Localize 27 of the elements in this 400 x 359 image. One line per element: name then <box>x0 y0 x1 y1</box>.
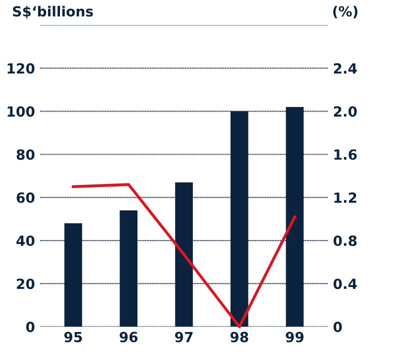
x-tick-label: 99 <box>286 332 304 342</box>
y-tick-label: 40 <box>16 236 34 246</box>
y-axis-title: S$‘billions <box>12 6 93 18</box>
y-tick-label: 0 <box>26 322 34 332</box>
bar <box>175 182 193 327</box>
y2-tick-label: 1.6 <box>334 149 357 160</box>
y2-tick-label: 0.4 <box>334 278 357 290</box>
y-tick-label: 100 <box>8 106 34 117</box>
y2-tick-label: 0 <box>334 322 342 332</box>
bar <box>286 106 304 327</box>
x-tick-label: 95 <box>64 332 82 342</box>
x-tick-label: 98 <box>230 332 248 342</box>
bar <box>64 223 82 327</box>
x-tick-label: 97 <box>175 332 193 342</box>
line-series <box>72 183 296 328</box>
x-tick-label: 96 <box>120 332 138 342</box>
y-tick-label: 120 <box>8 63 34 74</box>
y2-tick-label: 1.2 <box>334 192 356 203</box>
y2-tick-label: 2.4 <box>334 63 357 74</box>
y-tick-label: 20 <box>16 278 34 290</box>
bar <box>120 210 138 327</box>
y-tick-label: 80 <box>16 149 34 160</box>
y2-tick-label: 2.0 <box>334 106 357 117</box>
y2-axis-title: (%) <box>333 6 358 18</box>
y-tick-label: 60 <box>16 192 34 203</box>
y2-tick-label: 0.8 <box>334 236 357 246</box>
bar <box>230 111 248 327</box>
